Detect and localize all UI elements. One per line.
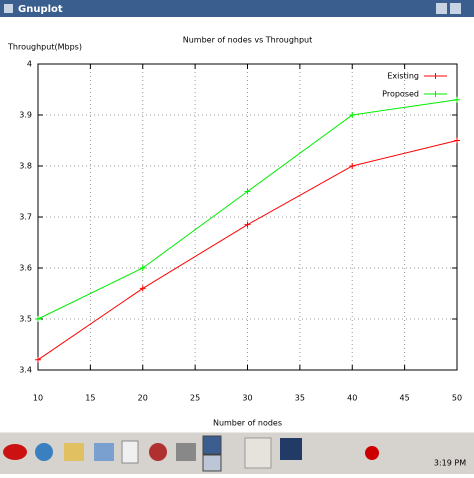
chart: Number of nodes vs Throughput Throughput(…: [7, 36, 462, 428]
y-tick-label: 3.9: [19, 111, 32, 120]
taskbar-icons: [3, 435, 379, 472]
x-axis-label: Number of nodes: [213, 419, 282, 428]
y-tick-label: 3.5: [19, 315, 32, 324]
workspace-2[interactable]: [202, 454, 222, 472]
legend-label: Proposed: [382, 90, 419, 99]
x-tick-label: 35: [295, 394, 305, 403]
x-tick-label: 25: [190, 394, 200, 403]
y-tick-label: 3.8: [19, 162, 32, 171]
media-icon[interactable]: [149, 443, 167, 461]
window-menu-button[interactable]: [4, 4, 13, 13]
files-icon[interactable]: [64, 443, 84, 461]
x-tick-label: 45: [400, 394, 410, 403]
clock: 3:19 PM: [434, 459, 466, 468]
data-point: [454, 137, 460, 144]
plot-frame: [37, 63, 458, 371]
alert-icon[interactable]: [365, 446, 379, 460]
y-tick-label: 4: [27, 60, 32, 69]
data-point: [244, 221, 251, 228]
data-point: [35, 316, 41, 322]
chart-title: Number of nodes vs Throughput: [183, 36, 313, 45]
y-tick-label: 3.4: [19, 366, 32, 375]
data-point: [454, 96, 460, 103]
start-icon[interactable]: [3, 444, 27, 460]
browser-icon[interactable]: [35, 443, 53, 461]
print-icon[interactable]: [176, 443, 196, 461]
window-title: Gnuplot: [18, 4, 63, 15]
x-tick-label: 20: [138, 394, 148, 403]
data-point: [139, 285, 146, 292]
mail-icon[interactable]: [94, 443, 114, 461]
terminal-icon[interactable]: [280, 438, 302, 460]
x-tick-label: 40: [347, 394, 357, 403]
legend-marker: [432, 91, 439, 97]
x-tick-label: 50: [452, 394, 462, 403]
minimize-button[interactable]: [436, 3, 447, 14]
y-axis-label: Throughput(Mbps): [7, 43, 82, 52]
y-tick-label: 3.6: [19, 264, 32, 273]
apps-icon[interactable]: [244, 437, 272, 469]
data-point: [349, 112, 356, 118]
x-tick-label: 30: [242, 394, 252, 403]
y-tick-label: 3.7: [19, 213, 32, 222]
maximize-button[interactable]: [450, 3, 461, 14]
legend-marker: [432, 73, 439, 79]
data-point: [139, 265, 146, 271]
workspace-1[interactable]: [202, 435, 222, 455]
writer-icon[interactable]: [121, 440, 139, 464]
legend-label: Existing: [387, 72, 419, 81]
x-tick-label: 10: [33, 394, 43, 403]
data-point: [349, 163, 356, 169]
title-bar: [0, 0, 474, 17]
data-point: [244, 188, 251, 195]
data-point: [35, 356, 41, 363]
x-tick-label: 15: [85, 394, 95, 403]
